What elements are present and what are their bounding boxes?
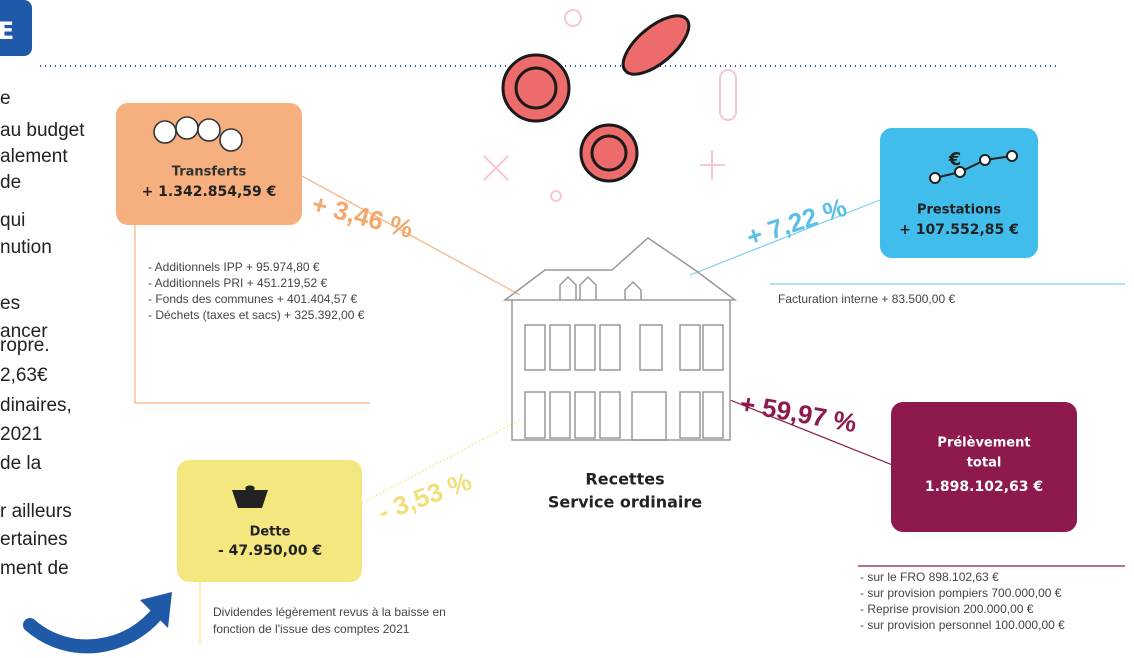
intro-line: e	[0, 88, 11, 109]
center-title: Recettes	[585, 470, 664, 489]
intro-line: dinaires,	[0, 395, 72, 416]
box-title: Prestations	[917, 203, 1001, 218]
intro-line: au budget	[0, 120, 85, 141]
infographic: E eau budgetalementdequinutionesancerrop…	[0, 0, 1134, 658]
intro-line: qui	[0, 210, 25, 231]
badge-letter: E	[0, 17, 14, 45]
prestations-box	[880, 128, 1038, 258]
coins	[503, 5, 698, 181]
box-title: Prélèvement	[937, 436, 1030, 451]
intro-line: ropre.	[0, 335, 50, 356]
box-title: Dette	[250, 525, 291, 540]
detail-line: - Additionnels IPP + 95.974,80 €	[148, 260, 320, 274]
box-title: total	[967, 456, 1002, 471]
box-amount: + 1.342.854,59 €	[142, 184, 277, 200]
intro-line: alement	[0, 146, 68, 167]
intro-line: ertaines	[0, 529, 68, 550]
intro-line: 2,63€	[0, 365, 48, 386]
arrow	[30, 610, 160, 646]
detail-line: - sur provision pompiers 700.000,00 €	[860, 586, 1062, 600]
change: + 7,22 %	[743, 192, 851, 252]
intro-line: es	[0, 293, 20, 314]
center-title: Service ordinaire	[548, 493, 702, 512]
intro-line: r ailleurs	[0, 501, 72, 522]
house	[505, 238, 735, 440]
intro-line: nution	[0, 237, 52, 258]
change: - 3,53 %	[374, 466, 475, 527]
euro-icon: €	[948, 149, 962, 170]
detail-line: Dividendes légèrement revus à la baisse …	[213, 605, 446, 619]
change: + 3,46 %	[309, 188, 417, 244]
detail-line: Facturation interne + 83.500,00 €	[778, 292, 955, 306]
detail-line: - Déchets (taxes et sacs) + 325.392,00 €	[148, 308, 365, 322]
intro-text: eau budgetalementdequinutionesancerropre…	[0, 88, 85, 579]
intro-line: 2021	[0, 424, 42, 445]
dette-box	[177, 460, 362, 582]
intro-line: ment de	[0, 558, 69, 579]
box-amount: + 107.552,85 €	[899, 222, 1019, 238]
box-title: Transferts	[172, 165, 247, 180]
detail-line: - sur le FRO 898.102,63 €	[860, 570, 999, 584]
change: + 59,97 %	[738, 388, 859, 438]
detail-line: fonction de l'issue des comptes 2021	[213, 622, 410, 636]
deco	[720, 70, 736, 120]
detail-line: - Reprise provision 200.000,00 €	[860, 602, 1034, 616]
box-amount: - 47.950,00 €	[218, 543, 322, 559]
intro-line: de	[0, 172, 21, 193]
detail-line: - Additionnels PRI + 451.219,52 €	[148, 276, 327, 290]
detail-line: - Fonds des communes + 401.404,57 €	[148, 292, 357, 306]
detail-line: - sur provision personnel 100.000,00 €	[860, 618, 1065, 632]
deco	[565, 10, 581, 26]
box-amount: 1.898.102,63 €	[925, 479, 1043, 495]
intro-line: de la	[0, 453, 42, 474]
deco	[551, 191, 561, 201]
